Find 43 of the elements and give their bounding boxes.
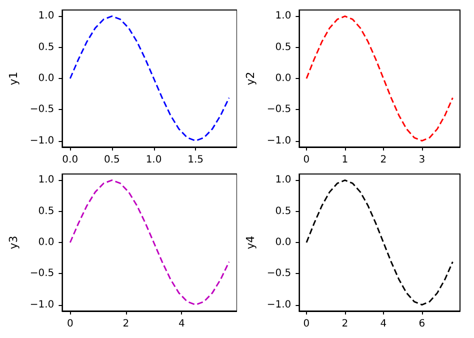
y-tick-label: −0.5 xyxy=(266,104,292,116)
y-tick-label: −1.0 xyxy=(266,299,292,310)
line-series xyxy=(69,15,230,142)
y-axis-title: y4 xyxy=(244,236,257,250)
x-tick-label: 3 xyxy=(418,154,426,166)
y-axis-title: y3 xyxy=(7,236,20,250)
x-tick-label: 0 xyxy=(66,318,74,330)
y-tick-label: −1.0 xyxy=(30,299,54,310)
y-tick-label: 0.0 xyxy=(275,237,292,248)
y-tick-label: 1.0 xyxy=(38,10,54,22)
y-tick-label: −1.0 xyxy=(30,135,54,146)
x-tick-label: 0 xyxy=(303,318,310,330)
y-tick-label: 1.0 xyxy=(275,10,292,22)
y-tick-label: 0.0 xyxy=(38,73,54,84)
y-tick-label: 0.5 xyxy=(38,42,54,53)
x-tick-label: 2 xyxy=(122,318,130,330)
x-tick-label: 0 xyxy=(303,154,310,166)
y-tick-label: −0.5 xyxy=(30,104,54,116)
y-tick-label: 0.0 xyxy=(38,237,54,248)
line-series xyxy=(306,15,454,142)
y-axis-title: y1 xyxy=(7,72,20,86)
y-tick-label: −1.0 xyxy=(266,135,292,146)
x-tick-label: 0.5 xyxy=(104,154,120,166)
line-series xyxy=(306,179,454,306)
x-tick-label: 4 xyxy=(380,318,387,330)
y-tick-label: −0.5 xyxy=(266,268,292,280)
y-tick-label: −0.5 xyxy=(30,268,54,280)
x-tick-label: 0.0 xyxy=(62,154,78,166)
y-tick-label: 0.0 xyxy=(275,73,292,84)
x-tick-label: 6 xyxy=(418,318,426,330)
y-tick-label: 1.0 xyxy=(275,174,292,186)
x-tick-label: 1 xyxy=(342,154,348,166)
y-tick-label: 0.5 xyxy=(275,42,292,53)
y-axis-title: y2 xyxy=(244,72,257,86)
x-tick-label: 2 xyxy=(342,318,348,330)
x-tick-label: 4 xyxy=(178,318,185,330)
y-tick-label: 0.5 xyxy=(275,206,292,217)
line-series xyxy=(69,179,230,306)
x-tick-label: 2 xyxy=(380,154,387,166)
x-tick-label: 1.5 xyxy=(188,154,204,166)
y-tick-label: 1.0 xyxy=(38,174,54,186)
y-tick-label: 0.5 xyxy=(38,206,54,217)
x-tick-label: 1.0 xyxy=(146,154,162,166)
